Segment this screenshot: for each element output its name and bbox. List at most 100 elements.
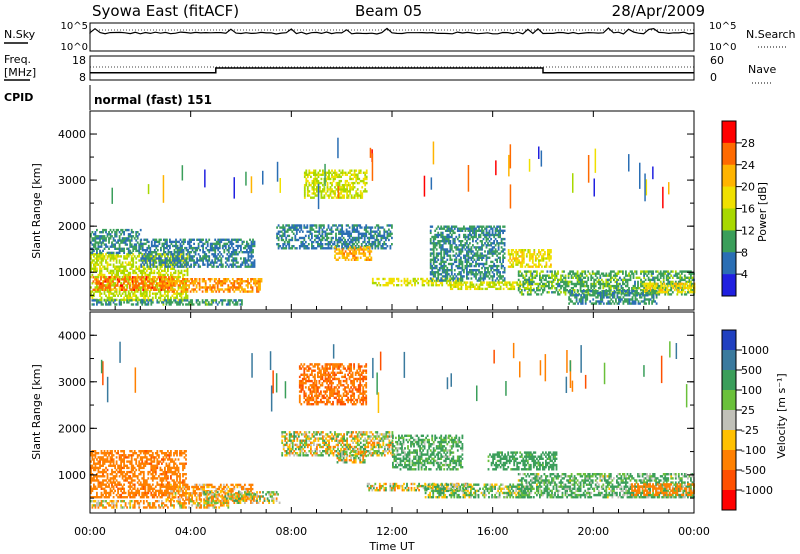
heatmap-cell (446, 275, 449, 278)
heatmap-cell (193, 238, 196, 241)
heatmap-cell (159, 288, 162, 291)
heatmap-cell (158, 271, 160, 275)
heatmap-cell (282, 247, 285, 250)
heatmap-cell (130, 237, 133, 240)
heatmap-cell (127, 261, 130, 264)
heatmap-cell (431, 264, 434, 268)
heatmap-cell (228, 286, 231, 289)
heatmap-cell (122, 282, 125, 285)
heatmap-cell (202, 259, 205, 262)
heatmap-cell (603, 282, 606, 286)
heatmap-cell (453, 277, 456, 280)
heatmap-cell (139, 292, 142, 295)
heatmap-cell (121, 275, 124, 279)
heatmap-cell (365, 248, 368, 251)
heatmap-cell (141, 257, 144, 260)
heatmap-cell (229, 242, 232, 246)
heatmap-cell (166, 242, 168, 246)
heatmap-cell (134, 278, 137, 281)
heatmap-cell (127, 249, 130, 253)
heatmap-cell (124, 269, 127, 273)
heatmap-cell (364, 177, 367, 181)
heatmap-cell (218, 244, 221, 248)
heatmap-cell (572, 272, 575, 275)
heatmap-cell (496, 254, 499, 257)
heatmap-cell (441, 237, 444, 241)
heatmap-cell (359, 169, 362, 172)
heatmap-cell (135, 245, 138, 248)
heatmap-cell (446, 237, 449, 241)
heatmap-cell (96, 286, 98, 289)
heatmap-cell (124, 267, 127, 270)
heatmap-cell (194, 251, 197, 254)
heatmap-cell (453, 242, 456, 245)
heatmap-cell (308, 190, 311, 193)
heatmap-cell (443, 275, 446, 278)
heatmap-cell (179, 249, 182, 252)
heatmap-cell (481, 229, 483, 232)
heatmap-cell (472, 285, 475, 288)
heatmap-cell (216, 282, 219, 285)
heatmap-cell (391, 226, 393, 229)
heatmap-cell (164, 261, 167, 264)
heatmap-cell (357, 238, 360, 242)
heatmap-cell (478, 227, 480, 230)
heatmap-cell (354, 238, 357, 242)
heatmap-cell (158, 269, 160, 273)
heatmap-cell (130, 267, 133, 270)
heatmap-cell (194, 280, 197, 283)
heatmap-cell (162, 263, 165, 266)
heatmap-cell (474, 285, 476, 288)
heatmap-cell (214, 242, 217, 246)
heatmap-cell (493, 240, 496, 243)
heatmap-cell (435, 279, 438, 282)
heatmap-cell (450, 233, 453, 237)
heatmap-cell (164, 296, 166, 299)
heatmap-cell (330, 245, 333, 248)
heatmap-cell (493, 235, 496, 239)
heatmap-cell (145, 276, 148, 279)
heatmap-cell (186, 284, 189, 287)
heatmap-cell (386, 224, 389, 227)
heatmap-cell (446, 269, 449, 272)
heatmap-cell (93, 269, 95, 273)
heatmap-cell (160, 282, 163, 285)
heatmap-cell (223, 238, 226, 241)
heatmap-cell (393, 277, 395, 281)
heatmap-cell (319, 173, 321, 176)
heatmap-cell (121, 247, 124, 250)
heatmap-cell (494, 233, 497, 237)
heatmap-cell (429, 260, 432, 264)
heatmap-cell (460, 242, 462, 245)
heatmap-cell (313, 184, 315, 187)
heatmap-cell (306, 226, 309, 229)
heatmap-cell (178, 246, 180, 250)
heatmap-cell (477, 285, 479, 288)
heatmap-cell (155, 265, 158, 268)
heatmap-cell (502, 287, 505, 291)
heatmap-cell (90, 265, 92, 268)
heatmap-cell (154, 294, 157, 297)
heatmap-cell (297, 228, 300, 231)
heatmap-cell (97, 245, 100, 248)
heatmap-cell (611, 270, 614, 273)
heatmap-cell (131, 286, 134, 289)
heatmap-cell (362, 181, 365, 185)
heatmap-cell (485, 227, 488, 230)
heatmap-cell (344, 173, 347, 176)
heatmap-cell (487, 283, 490, 286)
heatmap-cell (371, 230, 374, 233)
heatmap-cell (359, 224, 362, 227)
heatmap-cell (449, 254, 452, 257)
heatmap-cell (446, 229, 449, 232)
heatmap-cell (341, 196, 344, 199)
heatmap-cell (111, 292, 113, 295)
heatmap-cell (220, 261, 223, 264)
heatmap-cell (187, 251, 189, 254)
heatmap-cell (555, 272, 558, 275)
heatmap-cell (339, 232, 342, 235)
heatmap-cell (539, 289, 541, 292)
heatmap-cell (282, 224, 285, 227)
heatmap-cell (517, 274, 520, 277)
heatmap-cell (244, 263, 247, 266)
